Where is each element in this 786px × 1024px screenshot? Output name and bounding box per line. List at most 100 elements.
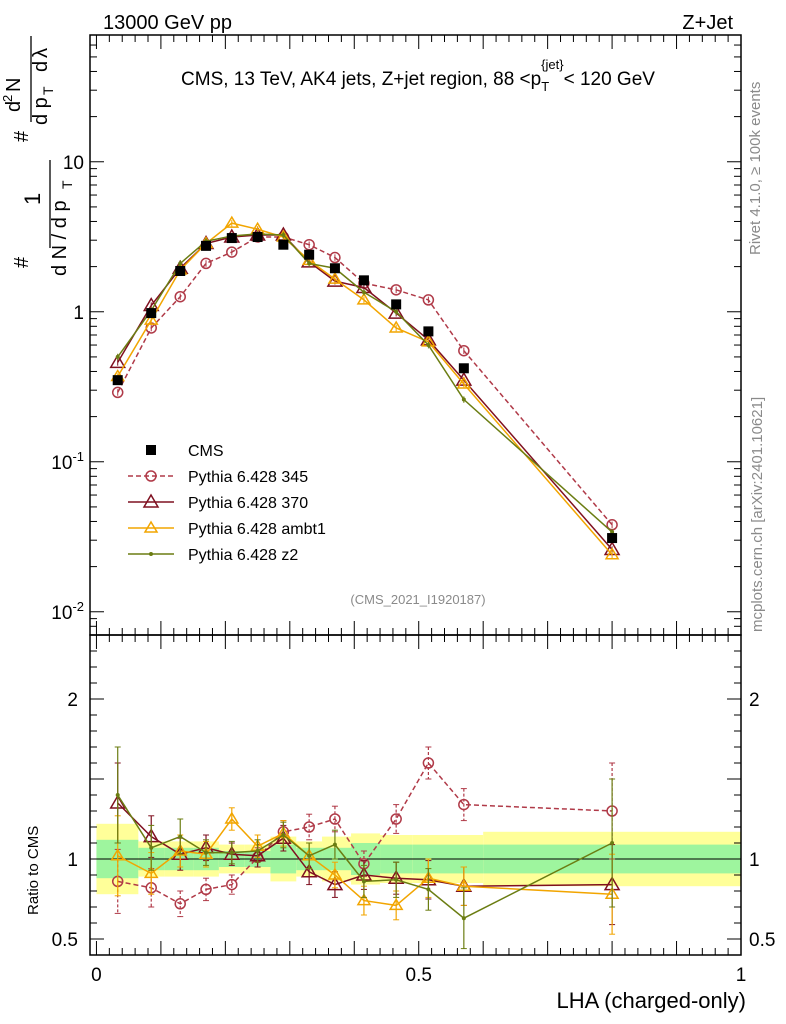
point-pythia-6-428-370: [109, 353, 127, 369]
legend-label-cms: CMS: [188, 443, 224, 460]
line-pythia-6-428-z2: [117, 233, 613, 533]
mcplots-label: mcplots.cern.ch [arXiv:2401.10621]: [749, 397, 766, 632]
point-cms: [391, 299, 402, 310]
svg-text:N: N: [3, 78, 25, 92]
y-axis-label: # 1 d N / d p T # d 2 N d p T d λ: [0, 36, 75, 276]
point-pythia-6-428-z2: [281, 232, 286, 237]
ratio-point-pythia-6-428-z2: [461, 916, 466, 921]
svg-text:#: #: [11, 256, 33, 268]
point-pythia-6-428-z2: [610, 530, 615, 535]
svg-text:d: d: [3, 101, 25, 112]
chart-title: CMS, 13 TeV, AK4 jets, Z+jet region, 88 …: [181, 57, 655, 94]
ratio-point-pythia-6-428-z2: [394, 877, 399, 882]
ratio-point-pythia-6-428-z2: [149, 845, 154, 850]
ratio-frame: [89, 634, 742, 956]
ratio-point-pythia-6-428-345: [458, 798, 470, 811]
point-pythia-6-428-ambt1: [224, 215, 240, 228]
point-pythia-6-428-345: [390, 284, 402, 296]
point-pythia-6-428-345: [111, 386, 124, 399]
main-panel: 10-2 10-1 1 10: [51, 34, 742, 636]
point-pythia-6-428-z2: [426, 343, 431, 348]
legend-label-pythia-6-428-z2: Pythia 6.428 z2: [188, 547, 298, 564]
y-tick-label: 10-2: [51, 599, 84, 624]
point-pythia-6-428-345: [226, 246, 238, 258]
point-pythia-6-428-ambt1: [604, 547, 620, 560]
ratio-point-pythia-6-428-345: [226, 878, 238, 891]
x-axis-label: LHA (charged-only): [556, 988, 746, 1013]
y-tick-label: 1: [73, 303, 84, 324]
legend-marker-cms: [146, 445, 156, 455]
legend-marker-pythia-6-428-z2: [149, 552, 153, 556]
legend: CMS Pythia 6.428 345 Pythia 6.428 370 Pythi…: [128, 443, 326, 564]
ratio-y-label: Ratio to CMS: [25, 826, 42, 915]
svg-text:1: 1: [20, 193, 45, 205]
ratio-point-pythia-6-428-ambt1: [143, 865, 159, 879]
ratio-point-pythia-6-428-z2: [307, 853, 312, 858]
point-cms: [358, 275, 369, 286]
ratio-y-tick-label-right: 1: [749, 850, 760, 871]
ratio-point-pythia-6-428-345: [390, 813, 402, 825]
point-pythia-6-428-z2: [178, 261, 183, 266]
point-pythia-6-428-ambt1: [327, 271, 343, 284]
point-pythia-6-428-z2: [115, 354, 120, 359]
legend-marker-pythia-6-428-345: [145, 470, 157, 482]
point-pythia-6-428-z2: [307, 261, 312, 266]
ratio-point-pythia-6-428-z2: [178, 834, 183, 839]
point-pythia-6-428-z2: [394, 309, 399, 314]
ratio-line-pythia-6-428-z2: [117, 794, 613, 920]
point-cms: [175, 265, 186, 276]
svg-text:λ: λ: [30, 48, 52, 58]
point-pythia-6-428-370: [387, 304, 405, 319]
ratio-point-pythia-6-428-z2: [229, 850, 234, 855]
point-pythia-6-428-345: [200, 257, 212, 270]
y-tick-label: 10: [63, 153, 84, 174]
point-pythia-6-428-ambt1: [143, 312, 159, 325]
point-pythia-6-428-345: [303, 238, 315, 251]
point-cms: [423, 326, 434, 337]
ratio-y-tick-label-right: 2: [749, 690, 760, 711]
analysis-watermark: (CMS_2021_I1920187): [350, 592, 485, 607]
ratio-point-pythia-6-428-ambt1: [388, 897, 404, 911]
svg-text:2: 2: [0, 95, 15, 102]
point-pythia-6-428-345: [422, 294, 435, 306]
point-cms: [146, 308, 157, 319]
rivet-label: Rivet 4.1.0, ≥ 100k events: [747, 82, 764, 255]
point-pythia-6-428-ambt1: [388, 320, 404, 333]
x-tick-label: 0.5: [406, 965, 432, 986]
ratio-point-pythia-6-428-370: [326, 876, 344, 891]
point-pythia-6-428-ambt1: [456, 376, 472, 389]
ratio-point-pythia-6-428-z2: [255, 849, 260, 853]
point-cms: [252, 232, 263, 243]
ratio-y-tick-label: 1: [67, 850, 78, 871]
point-pythia-6-428-345: [174, 290, 186, 303]
ratio-point-pythia-6-428-z2: [610, 841, 615, 845]
point-cms: [112, 375, 123, 386]
legend-marker-pythia-6-428-ambt1: [143, 520, 159, 533]
ratio-point-pythia-6-428-345: [174, 898, 186, 910]
ratio-point-pythia-6-428-ambt1: [327, 867, 343, 880]
process-label: Z+Jet: [682, 12, 733, 34]
ratio-point-pythia-6-428-ambt1: [110, 848, 126, 861]
svg-text:#: #: [11, 130, 33, 142]
svg-text:d N / d p: d N / d p: [49, 200, 71, 276]
ratio-point-pythia-6-428-z2: [281, 833, 286, 837]
legend-label-pythia-6-428-345: Pythia 6.428 345: [188, 469, 308, 486]
svg-text:T: T: [40, 86, 56, 95]
ratio-point-pythia-6-428-ambt1: [172, 843, 188, 856]
ratio-point-pythia-6-428-z2: [115, 793, 120, 797]
legend-label-pythia-6-428-ambt1: Pythia 6.428 ambt1: [188, 521, 326, 538]
point-cms: [304, 249, 315, 260]
ratio-point-pythia-6-428-ambt1: [224, 811, 240, 824]
ratio-point-pythia-6-428-345: [422, 757, 435, 769]
y-tick-label: 10-1: [51, 449, 84, 474]
x-tick-label: 1: [736, 965, 747, 986]
point-cms: [226, 233, 237, 244]
point-cms: [278, 239, 289, 250]
ratio-point-pythia-6-428-370: [300, 863, 318, 878]
ratio-y-tick-label: 2: [67, 690, 78, 711]
svg-text:d p: d p: [30, 97, 52, 125]
main-frame: [89, 34, 742, 636]
ratio-point-pythia-6-428-z2: [361, 879, 366, 884]
point-pythia-6-428-z2: [461, 397, 466, 402]
